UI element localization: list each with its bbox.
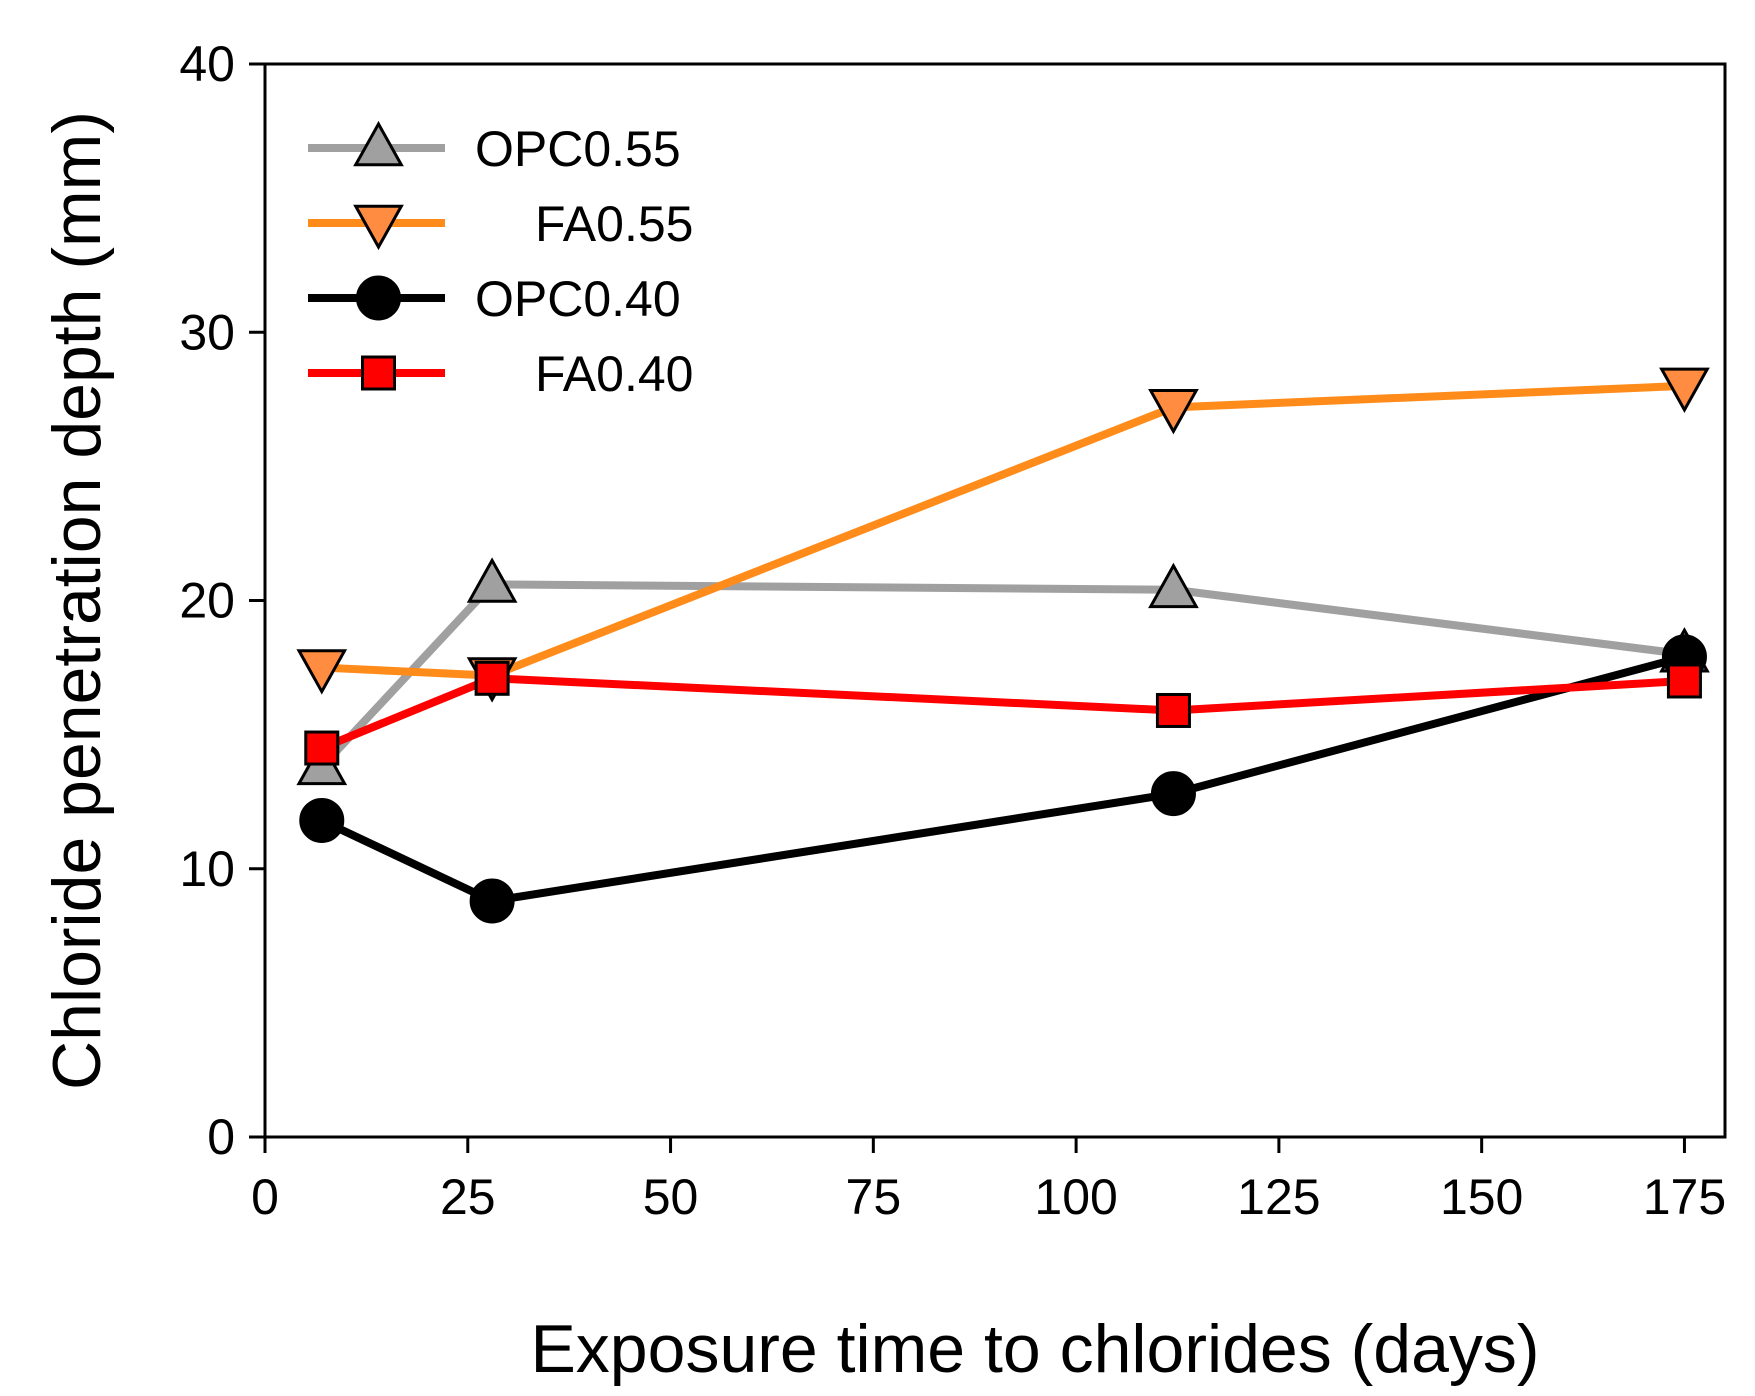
data-point bbox=[474, 660, 510, 696]
data-point bbox=[1659, 367, 1710, 413]
data-point bbox=[1148, 389, 1199, 435]
axes: 0 25 50 75 100 125 150 175 0 10 20 30 40 bbox=[179, 36, 1727, 1225]
y-tick-label: 0 bbox=[207, 1109, 235, 1165]
series-fa0-40 bbox=[304, 660, 1702, 766]
series-fa0-55 bbox=[296, 367, 1710, 703]
data-point bbox=[296, 649, 348, 695]
y-tick-label: 40 bbox=[179, 36, 235, 92]
y-tick-label: 20 bbox=[179, 573, 235, 629]
series-line bbox=[317, 381, 1689, 680]
data-point bbox=[466, 557, 518, 603]
legend-swatch-marker bbox=[356, 275, 401, 321]
legend: OPC0.55 FA0.55 OPC0.40 FA0.40 bbox=[308, 120, 693, 402]
x-tick-label: 125 bbox=[1237, 1169, 1320, 1225]
x-tick-label: 75 bbox=[846, 1169, 902, 1225]
series-line bbox=[317, 652, 1689, 905]
legend-label: FA0.55 bbox=[535, 196, 693, 252]
x-tick-label: 175 bbox=[1643, 1169, 1726, 1225]
data-point bbox=[1666, 663, 1702, 699]
data-point bbox=[299, 797, 345, 843]
legend-swatch-marker bbox=[353, 204, 404, 251]
data-point bbox=[1148, 562, 1199, 609]
data-point bbox=[469, 878, 515, 924]
y-tick-label: 10 bbox=[179, 841, 235, 897]
x-tick-label: 25 bbox=[440, 1169, 496, 1225]
x-tick-label: 150 bbox=[1440, 1169, 1523, 1225]
legend-item: FA0.55 bbox=[308, 196, 693, 252]
legend-item: FA0.40 bbox=[308, 346, 693, 402]
data-point bbox=[304, 730, 340, 766]
legend-item: OPC0.55 bbox=[308, 120, 681, 177]
x-axis-title: Exposure time to chlorides (days) bbox=[530, 1311, 1539, 1387]
legend-swatch-marker bbox=[353, 120, 404, 167]
x-tick-label: 100 bbox=[1034, 1169, 1117, 1225]
legend-label: OPC0.40 bbox=[475, 271, 681, 327]
y-axis-title: Chloride penetration depth (mm) bbox=[39, 111, 115, 1090]
data-point bbox=[1155, 692, 1191, 728]
y-tick-label: 30 bbox=[179, 304, 235, 360]
legend-label: OPC0.55 bbox=[475, 121, 681, 177]
series-line bbox=[317, 674, 1689, 753]
x-tick-label: 50 bbox=[643, 1169, 699, 1225]
series-layer bbox=[296, 367, 1710, 924]
series-line bbox=[317, 580, 1689, 771]
x-tick-label: 0 bbox=[251, 1169, 279, 1225]
legend-swatch-marker bbox=[361, 355, 396, 391]
legend-label: FA0.40 bbox=[535, 346, 693, 402]
legend-item: OPC0.40 bbox=[308, 271, 681, 327]
data-point bbox=[1150, 771, 1196, 817]
